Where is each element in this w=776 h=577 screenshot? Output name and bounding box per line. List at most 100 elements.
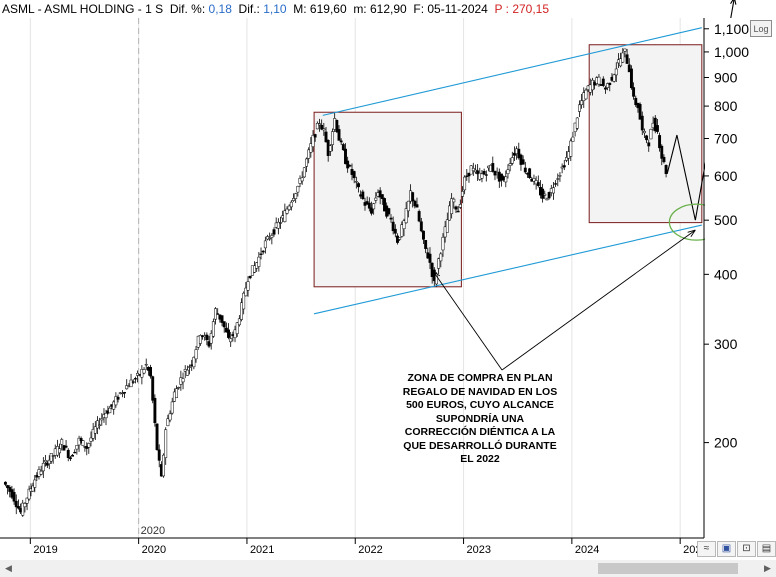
y-tick-label: 1,000 <box>714 44 749 60</box>
timeframe-label: 1 S <box>145 2 164 16</box>
candle-body <box>510 157 514 164</box>
candle-body <box>144 364 148 366</box>
candle-body <box>465 175 469 177</box>
candle-body <box>157 449 161 461</box>
candle-body <box>235 322 239 334</box>
candle-body <box>645 135 649 141</box>
chart-grid: 2020 <box>29 18 681 538</box>
draw-tool-icon[interactable]: ≈ <box>697 541 716 557</box>
candle-body <box>116 396 120 400</box>
candle-body <box>120 392 124 395</box>
candle-body <box>564 157 568 161</box>
log-scale-button[interactable]: Log <box>750 20 772 37</box>
candle-body <box>328 145 332 152</box>
candle-body <box>209 333 213 344</box>
annotation-arrow <box>501 229 696 371</box>
candle-body <box>402 220 406 230</box>
candle-body <box>272 229 276 235</box>
candle-body <box>383 198 386 212</box>
candle-body <box>547 192 551 199</box>
save-icon[interactable]: ▣ <box>717 541 736 557</box>
channel-lower-line <box>313 224 702 315</box>
candle-body <box>294 193 298 199</box>
candle-body <box>450 198 454 215</box>
candle-body <box>23 503 27 508</box>
candle-body <box>393 228 397 234</box>
candle-body <box>259 253 263 255</box>
candle-body <box>428 253 432 263</box>
y-tick-label: 700 <box>714 131 738 147</box>
candle-body <box>545 198 549 201</box>
expand-icon[interactable]: ⊡ <box>737 541 756 557</box>
candle-body <box>632 87 636 97</box>
candle-body <box>237 318 241 326</box>
candle-body <box>523 167 527 173</box>
chart-axes: 200 300 400 500 600 700 800 900 1,000 1,100 2019 20… <box>0 18 776 556</box>
candle-body <box>313 134 317 138</box>
candle-body <box>603 87 607 90</box>
x-tick-label: 2022 <box>358 544 382 556</box>
candle-body <box>608 82 612 85</box>
candle-body <box>283 210 287 222</box>
candle-body <box>647 142 651 147</box>
candle-body <box>614 68 618 76</box>
candle-body <box>387 208 391 215</box>
candle-body <box>79 438 83 442</box>
candle-body <box>77 437 81 446</box>
candle-body <box>491 163 495 172</box>
candle-body <box>504 176 508 183</box>
candle-body <box>296 186 300 193</box>
scroll-left-icon[interactable]: ◀ <box>5 563 12 573</box>
candle-body <box>417 211 421 222</box>
candle-body <box>244 287 248 297</box>
candle-body <box>131 381 135 383</box>
candle-body <box>528 168 532 179</box>
candle-body <box>205 334 209 341</box>
candle-body <box>532 178 536 182</box>
candle-body <box>315 123 319 130</box>
candle-body <box>422 230 425 240</box>
candle-body <box>597 76 601 85</box>
candle-body <box>517 148 521 159</box>
candle-body <box>242 292 246 310</box>
price-value: P : 270,15 <box>494 2 550 16</box>
candle-body <box>93 426 97 434</box>
candle-body <box>571 136 575 142</box>
candle-body <box>339 140 343 143</box>
candle-body <box>100 418 104 421</box>
annotation-line: QUE DESARROLLÓ DURANTE <box>403 439 557 452</box>
candle-body <box>439 253 443 262</box>
candle-body <box>664 164 668 175</box>
candle-body <box>207 341 211 347</box>
candle-body <box>62 445 66 451</box>
annotation-line: SUPONDRÍA UNA <box>435 412 525 425</box>
symbol-label: ASML - ASML HOLDING - <box>2 2 146 16</box>
scroll-thumb[interactable] <box>598 563 738 574</box>
candle-body <box>655 125 659 132</box>
candle-body <box>257 256 261 267</box>
candle-body <box>335 120 339 132</box>
candle-body <box>577 104 581 112</box>
candle-body <box>21 502 25 516</box>
candle-body <box>14 500 18 508</box>
candle-body <box>229 338 233 343</box>
x-tick-label: 2020 <box>142 544 166 556</box>
candle-body <box>287 205 291 210</box>
candle-body <box>521 159 525 165</box>
candle-body <box>348 165 352 167</box>
candle-body <box>181 378 185 383</box>
candle-body <box>558 175 562 177</box>
diff-value: 1,10 <box>263 2 287 16</box>
candle-body <box>322 128 326 131</box>
candle-body <box>246 281 250 291</box>
candle-body <box>253 265 256 273</box>
candle-body <box>248 275 252 279</box>
candle-body <box>424 240 428 249</box>
horizontal-scrollbar[interactable]: ◀ ▶ <box>0 560 776 577</box>
grid-icon[interactable]: ▤ <box>757 541 776 557</box>
scroll-right-icon[interactable]: ▶ <box>764 563 771 573</box>
candle-body <box>33 479 37 488</box>
y-tick-label: 1,100 <box>714 21 749 37</box>
candle-body <box>660 145 664 159</box>
